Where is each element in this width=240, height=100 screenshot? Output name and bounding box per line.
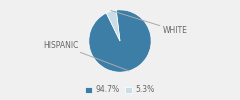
Text: WHITE: WHITE	[111, 10, 187, 35]
Wedge shape	[106, 10, 120, 41]
Wedge shape	[89, 10, 151, 72]
Text: HISPANIC: HISPANIC	[44, 41, 129, 71]
Legend: 94.7%, 5.3%: 94.7%, 5.3%	[82, 82, 158, 98]
